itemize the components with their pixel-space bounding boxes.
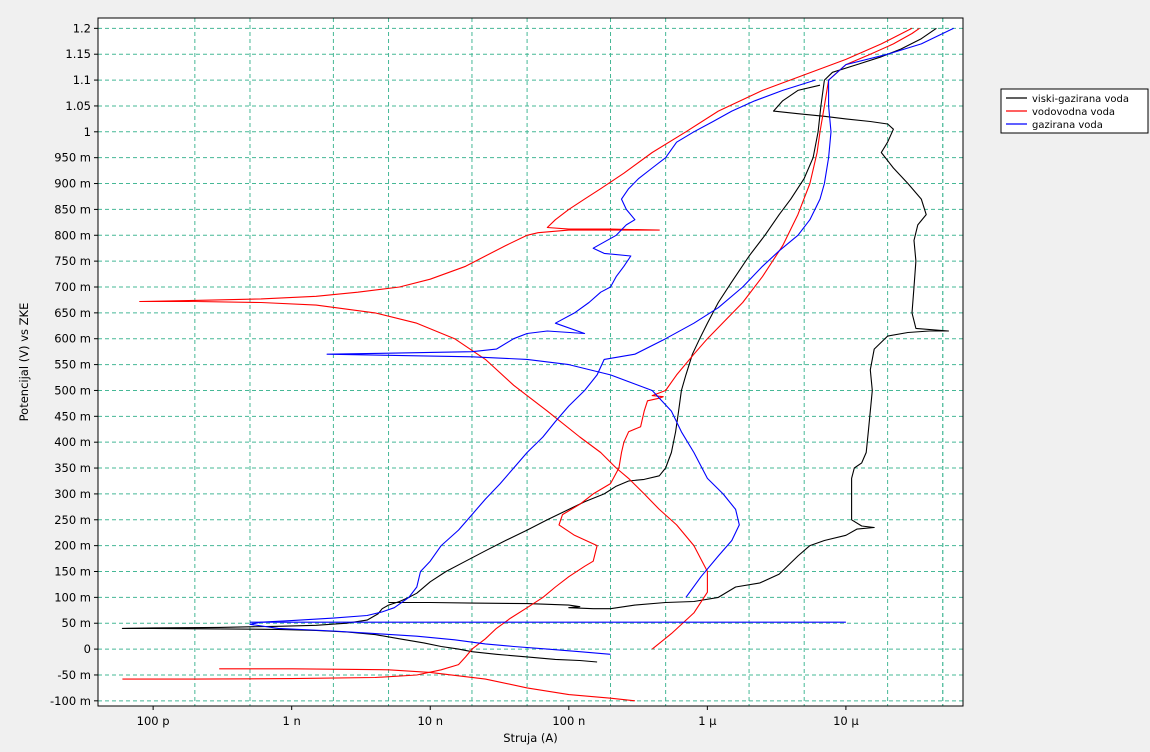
series-lines: [121, 27, 954, 702]
legend-label: viski-gazirana voda: [1032, 94, 1129, 105]
x-tick-label: 1 n: [283, 714, 301, 728]
y-tick-label: 1.1: [73, 73, 91, 87]
y-tick-label: 600 m: [54, 332, 91, 346]
y-tick-label: 250 m: [54, 513, 91, 527]
y-tick-label: 50 m: [62, 616, 92, 630]
series-line: [219, 668, 635, 702]
series-line: [139, 27, 913, 650]
x-tick-label: 100 p: [137, 714, 170, 728]
y-tick-label: 650 m: [54, 306, 91, 320]
y-axis: -100 m -50 m 0 50 m 100 m 150 m 200 m 250 m 300 …: [50, 21, 98, 708]
y-tick-label: 450 m: [54, 409, 91, 423]
y-tick-label: 1.2: [73, 21, 91, 35]
series-line: [326, 79, 816, 598]
x-tick-label: 10 n: [417, 714, 443, 728]
y-tick-label: -50 m: [57, 668, 91, 682]
plot-border: [97, 17, 964, 707]
y-tick-label: -100 m: [50, 694, 91, 708]
y-tick-label: 700 m: [54, 280, 91, 294]
x-tick-label: 1 µ: [698, 714, 717, 728]
y-tick-label: 400 m: [54, 435, 91, 449]
legend-label: vodovodna voda: [1032, 107, 1115, 118]
y-tick-label: 750 m: [54, 254, 91, 268]
y-tick-label: 300 m: [54, 487, 91, 501]
y-tick-label: 350 m: [54, 461, 91, 475]
y-tick-label: 800 m: [54, 228, 91, 242]
legend-label: gazirana voda: [1032, 120, 1103, 131]
y-tick-label: 950 m: [54, 151, 91, 165]
y-tick-label: 150 m: [54, 565, 91, 579]
y-tick-label: 1.05: [65, 99, 91, 113]
y-tick-label: 850 m: [54, 202, 91, 216]
series-line: [122, 27, 920, 680]
x-tick-label: 10 µ: [833, 714, 859, 728]
y-tick-label: 200 m: [54, 539, 91, 553]
y-tick-label: 1.15: [65, 47, 91, 61]
x-axis: 100 p 1 n 10 n 100 n 1 µ 10 µ: [137, 706, 859, 728]
y-tick-label: 900 m: [54, 177, 91, 191]
y-axis-label: Potencijal (V) vs ZKE: [17, 303, 31, 422]
x-tick-label: 100 n: [552, 714, 585, 728]
y-tick-label: 0: [84, 642, 91, 656]
plot-area: [98, 18, 963, 706]
series-line: [249, 27, 954, 655]
y-tick-label: 500 m: [54, 383, 91, 397]
grid: [98, 18, 963, 706]
series-line: [388, 84, 950, 610]
y-tick-label: 100 m: [54, 590, 91, 604]
y-tick-label: 550 m: [54, 358, 91, 372]
legend: viski-gazirana voda vodovodna voda gaziran…: [1000, 88, 1149, 134]
y-tick-label: 1: [84, 125, 91, 139]
x-axis-label: Struja (A): [503, 731, 558, 745]
